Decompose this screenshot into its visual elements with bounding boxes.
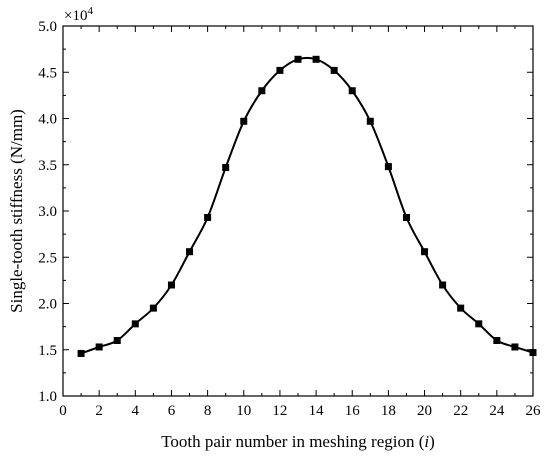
data-point-marker (529, 349, 537, 357)
x-tick-label: 6 (168, 403, 176, 419)
x-tick-label: 0 (59, 403, 67, 419)
y-tick-label: 3.0 (38, 204, 57, 220)
y-tick-label: 1.0 (38, 389, 57, 405)
x-tick-label: 12 (272, 403, 287, 419)
y-tick-label: 2.0 (38, 297, 57, 313)
x-tick-label: 24 (489, 403, 505, 419)
data-point-marker (149, 304, 157, 312)
data-point-marker (402, 213, 410, 221)
series-layer (77, 55, 537, 357)
x-tick-label: 16 (345, 403, 361, 419)
x-tick-label: 20 (417, 403, 432, 419)
x-tick-label: 10 (236, 403, 251, 419)
data-point-marker (186, 248, 194, 256)
data-point-marker (77, 349, 85, 357)
data-point-marker (384, 163, 392, 171)
x-tick-label: 18 (381, 403, 396, 419)
data-point-marker (294, 55, 302, 63)
data-point-marker (222, 164, 230, 172)
data-point-marker (312, 55, 320, 63)
data-point-marker (348, 87, 356, 95)
data-point-marker (131, 320, 139, 328)
data-point-marker (511, 343, 519, 351)
y-tick-label: 4.0 (38, 112, 57, 128)
y-tick-label: 3.5 (38, 158, 57, 174)
y-axis-ticks: 1.0 1.5 2.0 2.5 3.0 3.5 4.0 4.5 5.0 (38, 19, 533, 405)
data-point-marker (167, 281, 175, 289)
data-point-marker (95, 343, 103, 351)
x-axis-ticks: 0 2 4 6 8 10 12 14 16 18 20 22 24 26 (59, 26, 541, 419)
data-point-marker (240, 117, 248, 125)
y-tick-label: 2.5 (38, 250, 57, 266)
data-point-marker (276, 66, 284, 74)
x-tick-label: 22 (453, 403, 468, 419)
x-tick-label: 26 (526, 403, 542, 419)
y-axis-title: Single-tooth stiffness (N/mm) (7, 109, 26, 313)
series-line (80, 56, 534, 355)
data-point-marker (366, 117, 374, 125)
x-axis-title: Tooth pair number in meshing region (i) (161, 432, 435, 451)
plot-frame (62, 25, 534, 397)
x-tick-label: 14 (309, 403, 325, 419)
data-point-marker (457, 304, 465, 312)
data-point-marker (493, 337, 501, 344)
data-point-marker (330, 66, 338, 74)
x-tick-label: 2 (95, 403, 103, 419)
x-tick-label: 4 (132, 403, 140, 419)
data-point-marker (204, 213, 212, 221)
y-tick-label: 5.0 (38, 19, 57, 35)
data-point-marker (439, 281, 447, 289)
x-tick-label: 8 (204, 403, 212, 419)
data-point-marker (258, 87, 266, 95)
y-tick-label: 4.5 (38, 65, 57, 81)
y-tick-label: 1.5 (38, 343, 57, 359)
data-point-marker (113, 337, 121, 344)
data-point-marker (421, 248, 429, 256)
data-point-marker (475, 320, 483, 328)
y-multiplier: ×104 (64, 5, 93, 24)
